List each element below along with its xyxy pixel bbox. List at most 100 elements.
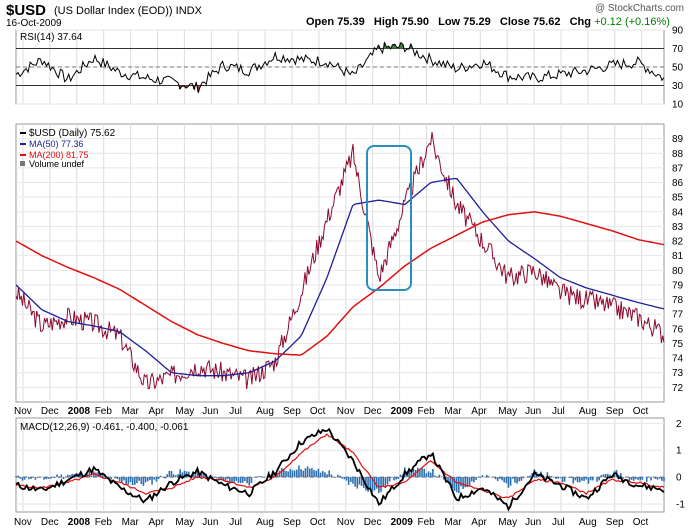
price-x-tick-label: Dec xyxy=(41,406,59,417)
macd-title: MACD(12,26,9) -0.461, -0.400, -0.061 xyxy=(20,422,189,433)
rsi-tick-label: 50 xyxy=(672,63,684,74)
instrument-title: (US Dollar Index (EOD)) xyxy=(54,5,173,17)
price-tick-label: 75 xyxy=(672,339,684,350)
legend-price: $USD (Daily) 75.62 xyxy=(29,128,116,139)
legend-swatch-volume xyxy=(20,161,25,166)
macd-tick-label: 0 xyxy=(676,473,682,484)
change-value: +0.12 (+0.16%) xyxy=(594,16,670,28)
legend-ma200: MA(200) 81.75 xyxy=(29,150,89,160)
low-value: 75.29 xyxy=(463,16,491,28)
legend-volume: Volume undef xyxy=(29,159,85,169)
macd-x-tick-label: Feb xyxy=(418,517,436,528)
price-x-tick-label: Jul xyxy=(229,406,242,417)
low-label: Low xyxy=(438,16,461,28)
rsi-title: RSI(14) 37.64 xyxy=(20,32,83,43)
price-x-tick-label: Feb xyxy=(418,406,436,417)
macd-x-tick-label: Mar xyxy=(122,517,140,528)
macd-x-tick-label: Oct xyxy=(310,517,326,528)
macd-x-tick-label: Apr xyxy=(149,517,165,528)
price-x-tick-label: 2009 xyxy=(391,406,414,417)
high-value: 75.90 xyxy=(401,16,429,28)
macd-line xyxy=(15,427,665,512)
price-x-tick-label: Apr xyxy=(471,406,487,417)
macd-tick-label: 1 xyxy=(676,446,682,457)
macd-x-tick-label: Jul xyxy=(552,517,565,528)
price-x-tick-label: Sep xyxy=(283,406,301,417)
open-label: Open xyxy=(306,16,335,28)
price-x-tick-label: Dec xyxy=(364,406,382,417)
price-x-tick-label: May xyxy=(175,406,194,417)
price-x-tick-label: Oct xyxy=(310,406,326,417)
close-label: Close xyxy=(499,16,530,28)
rsi-tick-label: 10 xyxy=(672,100,684,111)
rsi-tick-label: 30 xyxy=(672,81,684,92)
price-tick-label: 87 xyxy=(672,163,684,174)
ma50-line xyxy=(15,177,665,377)
price-tick-label: 85 xyxy=(672,193,684,204)
ma200-line xyxy=(15,211,665,356)
macd-tick-label: 2 xyxy=(676,419,682,430)
price-x-tick-label: Feb xyxy=(95,406,113,417)
exchange-label: INDX xyxy=(175,5,202,17)
macd-x-tick-label: Jun xyxy=(525,517,541,528)
macd-x-tick-label: Sep xyxy=(606,517,624,528)
price-tick-label: 82 xyxy=(672,237,684,248)
price-panel xyxy=(15,123,665,403)
macd-x-tick-label: Nov xyxy=(337,517,355,528)
price-x-tick-label: Jul xyxy=(552,406,565,417)
symbol: $USD xyxy=(6,2,47,19)
macd-tick-label: -1 xyxy=(676,499,685,510)
macd-x-tick-label: Jun xyxy=(202,517,218,528)
close-value: 75.62 xyxy=(532,16,561,28)
price-x-tick-label: 2008 xyxy=(68,406,91,417)
price-tick-label: 86 xyxy=(672,178,684,189)
price-x-tick-label: Nov xyxy=(337,406,355,417)
high-label: High xyxy=(373,16,399,28)
price-x-tick-label: Aug xyxy=(579,406,597,417)
price-tick-label: 73 xyxy=(672,368,684,379)
price-tick-label: 84 xyxy=(672,207,684,218)
rsi-line xyxy=(15,41,665,94)
price-x-tick-label: Mar xyxy=(122,406,140,417)
macd-x-tick-label: Jul xyxy=(229,517,242,528)
macd-x-tick-label: Feb xyxy=(95,517,113,528)
rsi-tick-label: 90 xyxy=(672,26,684,37)
open-value: 75.39 xyxy=(337,16,365,28)
ohlc-readout: Open 75.39 High 75.90 Low 75.29 Close 75… xyxy=(306,17,670,28)
quote-date: 16-Oct-2009 xyxy=(6,18,62,29)
price-tick-label: 78 xyxy=(672,295,684,306)
macd-panel xyxy=(15,417,665,513)
macd-x-tick-label: 2009 xyxy=(391,517,414,528)
price-tick-label: 88 xyxy=(672,149,684,160)
price-tick-label: 80 xyxy=(672,266,684,277)
macd-x-tick-label: Mar xyxy=(444,517,462,528)
instrument-name: (US Dollar Index (EOD)) INDX xyxy=(54,6,202,17)
price-line xyxy=(15,132,665,390)
price-x-tick-label: Mar xyxy=(444,406,462,417)
price-tick-label: 89 xyxy=(672,134,684,145)
macd-x-tick-label: 2008 xyxy=(68,517,91,528)
price-x-tick-label: Oct xyxy=(633,406,649,417)
price-x-tick-label: Sep xyxy=(606,406,624,417)
rsi-tick-label: 70 xyxy=(672,44,684,55)
price-x-tick-label: Jun xyxy=(525,406,541,417)
price-x-tick-label: Nov xyxy=(14,406,32,417)
macd-x-tick-label: Aug xyxy=(256,517,274,528)
price-tick-label: 72 xyxy=(672,383,684,394)
macd-x-tick-label: Oct xyxy=(633,517,649,528)
macd-x-tick-label: Dec xyxy=(364,517,382,528)
change-label: Chg xyxy=(569,16,591,28)
macd-x-tick-label: Aug xyxy=(579,517,597,528)
price-x-tick-label: Aug xyxy=(256,406,274,417)
macd-x-tick-label: Dec xyxy=(41,517,59,528)
copyright: @ StockCharts.com xyxy=(594,3,684,14)
highlight-box xyxy=(366,145,412,291)
macd-x-tick-label: Apr xyxy=(471,517,487,528)
macd-x-tick-label: Nov xyxy=(14,517,32,528)
price-x-tick-label: Jun xyxy=(202,406,218,417)
legend-ma50: MA(50) 77.36 xyxy=(29,139,84,149)
price-tick-label: 74 xyxy=(672,354,684,365)
price-tick-label: 79 xyxy=(672,280,684,291)
